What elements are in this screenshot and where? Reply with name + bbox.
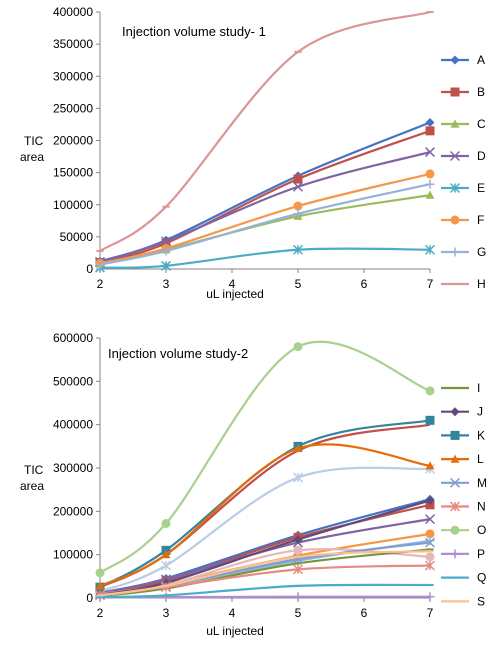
chart-1-data-point [426,169,435,178]
chart-2-legend-label: L [477,452,484,466]
chart-2-data-point [426,552,435,561]
chart-2-y-tick-label: 0 [86,591,93,605]
chart-2-unlabeled-series [96,464,435,596]
chart-2-legend-label: J [477,405,483,419]
chart-1-legend: A B C D E F G H [441,53,486,291]
chart-1-y-tick-label: 50000 [60,230,94,244]
chart-1-ylabel-line2: area [20,150,44,164]
chart-2-legend-label: I [477,381,480,395]
chart-1-series-line [100,152,430,262]
chart-1-y-tick-label: 200000 [53,134,93,148]
chart-2-data-point [294,342,303,351]
chart-2-data-point [294,592,303,601]
chart-1-legend-label: G [477,245,486,259]
chart-2-legend-label: Q [477,571,486,585]
chart-2-legend-marker [451,407,460,416]
chart-2-data-point [426,416,435,425]
chart-1-data-point [294,202,303,211]
chart-2-legend-label: O [477,523,486,537]
chart-2-x-tick-label: 7 [427,606,434,620]
chart-1-y-tick-label: 150000 [53,166,93,180]
chart-1-legend-label: B [477,85,485,99]
chart-1-legend-marker [451,248,460,257]
chart-2-ylabel-line2: area [20,479,44,493]
chart-1-data-point [426,126,435,135]
chart-2-x-tick-label: 3 [163,606,170,620]
chart-2-data-point [294,546,303,555]
chart-1-legend-label: E [477,181,485,195]
chart-1-data-point [426,180,435,189]
chart-2-legend-label: P [477,547,485,561]
chart-1-series-A [96,118,435,266]
chart-1-legend-marker [451,56,460,65]
chart-2-legend-marker [451,431,460,440]
chart-2-y-tick-label: 500000 [53,374,93,388]
chart-1-legend-marker [451,88,460,97]
chart-2-y-tick-label: 200000 [53,504,93,518]
chart-2-y-tick-label: 100000 [53,548,93,562]
chart-2-legend-marker [451,549,460,558]
chart-1-x-tick-label: 2 [97,277,104,291]
chart-2-legend-label: S [477,594,485,608]
chart-2-ylabel-line1: TIC [24,463,44,477]
chart-2-legend-label: N [477,500,486,514]
chart-1-legend-label: D [477,149,486,163]
chart-2-legend-label: K [477,428,485,442]
chart-1-legend-label: C [477,117,486,131]
chart-1-series-line [100,131,430,263]
chart-1-series-line [100,249,430,268]
chart-2-x-tick-label: 4 [229,606,236,620]
chart-2-data-point [426,592,435,601]
chart-2-data-point [96,568,105,577]
chart-1-legend-label: A [477,53,485,67]
chart-2-legend-label: M [477,476,487,490]
chart-2-x-tick-label: 6 [361,606,368,620]
chart-2-data-point [426,386,435,395]
chart-2-y-tick-label: 400000 [53,418,93,432]
chart-2-x-tick-label: 2 [97,606,104,620]
chart-1-x-tick-label: 7 [427,277,434,291]
chart-1-title: Injection volume study- 1 [122,24,266,39]
chart-1-x-tick-label: 3 [163,277,170,291]
chart-2-y-tick-label: 600000 [53,331,93,345]
chart-1-x-tick-label: 6 [361,277,368,291]
chart-1: Injection volume study- 1 TIC area uL in… [20,24,266,301]
chart-2: Injection volume study-2 TIC area uL inj… [20,346,264,638]
chart-2-xlabel: uL injected [206,624,264,638]
chart-2-series-line [100,342,430,573]
chart-2-title: Injection volume study-2 [108,346,248,361]
chart-1-y-tick-label: 400000 [53,5,93,19]
chart-1-series-B [96,126,435,267]
chart-1-ylabel-line1: TIC [24,134,44,148]
chart-1-y-tick-label: 0 [86,262,93,276]
chart-1-y-tick-label: 100000 [53,198,93,212]
chart-1-data-point [294,175,303,184]
chart-2-data-point [162,561,171,570]
chart-2-series-line [100,499,430,593]
chart-2-x-tick-label: 5 [295,606,302,620]
chart-1-y-tick-label: 350000 [53,37,93,51]
chart-1-data-point [426,118,435,127]
chart-1-legend-label: F [477,213,484,227]
chart-1-y-tick-label: 300000 [53,69,93,83]
chart-1-x-tick-label: 5 [295,277,302,291]
chart-2-y-tick-label: 300000 [53,461,93,475]
chart-2-unlabeled-series [96,495,435,598]
chart-2-data-point [162,519,171,528]
chart-1-plot: 0 50000 100000 150000 200000 250000 300000 3500… [53,5,486,291]
chart-1-y-tick-label: 250000 [53,101,93,115]
chart-2-plot: 0 100000 200000 300000 400000 500000 600000 2 3 4… [53,331,487,620]
chart-2-legend-marker [451,526,460,535]
chart-1-legend-marker [451,216,460,225]
chart-1-series-line [100,123,430,262]
chart-2-data-point [162,593,171,602]
chart-1-legend-label: H [477,277,486,291]
chart-1-x-tick-label: 4 [229,277,236,291]
